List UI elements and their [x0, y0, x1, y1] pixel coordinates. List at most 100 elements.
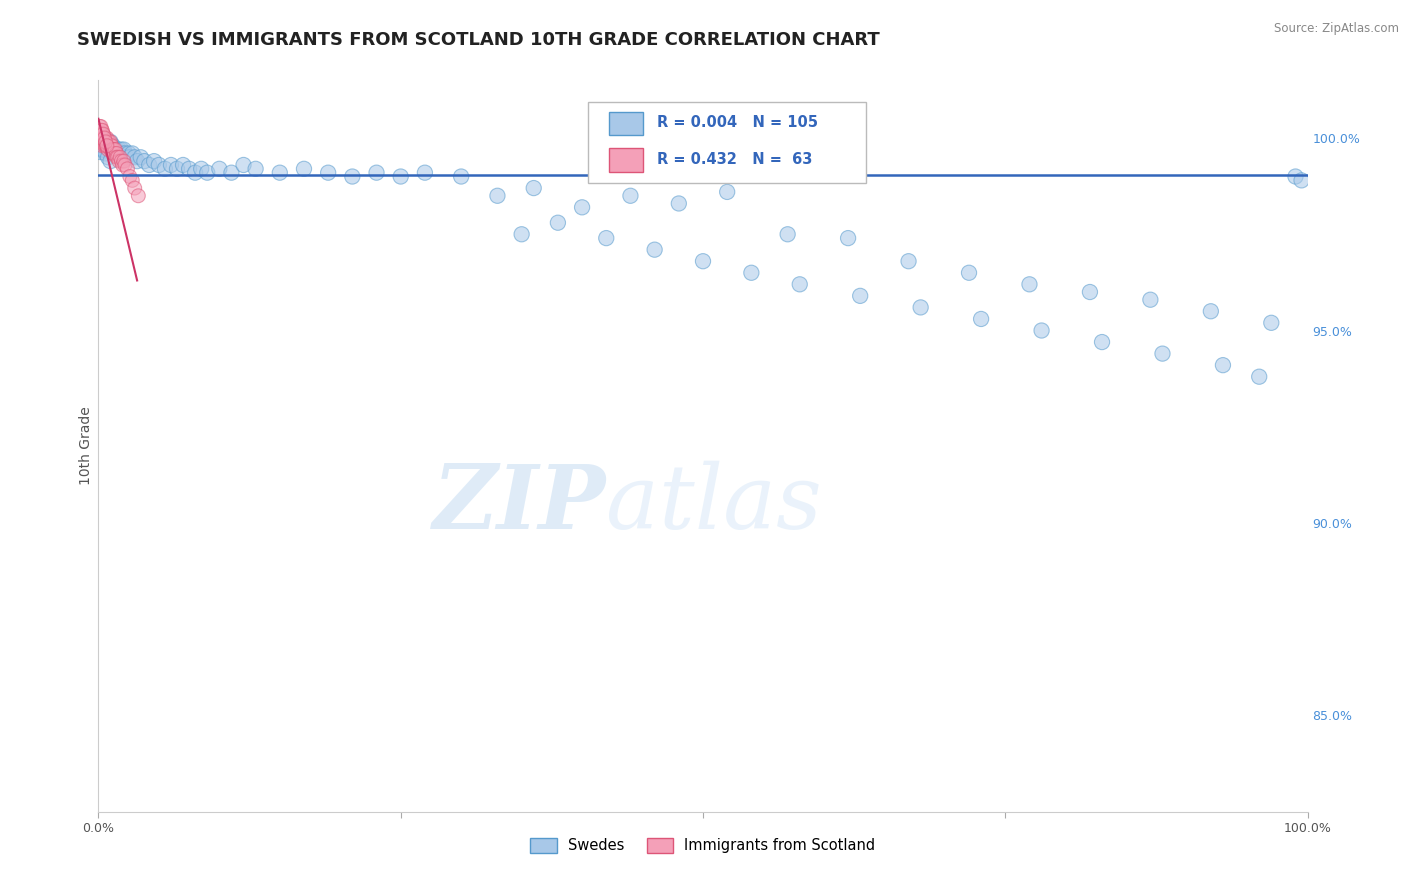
Point [172, 158, 194, 172]
Point [668, 196, 690, 211]
Point [118, 169, 141, 184]
Point [98, 143, 121, 157]
Point [90, 127, 112, 141]
Point [97, 150, 120, 164]
Point [789, 277, 811, 292]
Point [91, 131, 114, 145]
Point [108, 143, 131, 157]
Point [89, 120, 111, 134]
Point [153, 161, 176, 176]
Point [91, 143, 114, 157]
Point [190, 161, 212, 176]
Text: ZIP: ZIP [433, 461, 606, 548]
Point [108, 154, 131, 169]
Point [96, 135, 118, 149]
Point [107, 150, 129, 164]
Point [94, 135, 117, 149]
Point [90, 135, 112, 149]
Point [644, 243, 666, 257]
Point [93, 135, 115, 149]
Point [103, 143, 125, 157]
Text: SWEDISH VS IMMIGRANTS FROM SCOTLAND 10TH GRADE CORRELATION CHART: SWEDISH VS IMMIGRANTS FROM SCOTLAND 10TH… [77, 31, 880, 49]
Point [1260, 316, 1282, 330]
Point [595, 231, 617, 245]
Point [97, 143, 120, 157]
Point [1249, 369, 1271, 384]
Point [129, 150, 152, 164]
Point [98, 138, 121, 153]
Point [104, 143, 127, 157]
Point [89, 127, 111, 141]
Point [94, 135, 117, 149]
Point [91, 131, 114, 145]
Point [100, 138, 122, 153]
Point [97, 138, 120, 153]
Point [98, 135, 121, 149]
Point [114, 158, 136, 172]
Point [1152, 346, 1174, 360]
Point [114, 146, 136, 161]
Point [366, 166, 388, 180]
Point [105, 146, 128, 161]
Point [101, 146, 124, 161]
Point [90, 127, 112, 141]
Point [166, 161, 188, 176]
Point [111, 146, 134, 161]
Point [100, 143, 122, 157]
Point [90, 123, 112, 137]
Point [110, 143, 132, 157]
Point [316, 166, 339, 180]
Point [121, 173, 143, 187]
Point [179, 161, 201, 176]
Point [450, 169, 472, 184]
Point [91, 127, 114, 141]
Point [107, 146, 129, 161]
Point [91, 135, 114, 149]
Point [91, 135, 114, 149]
Point [486, 188, 509, 202]
Point [716, 185, 738, 199]
Point [89, 138, 111, 153]
Point [93, 138, 115, 153]
Point [93, 131, 115, 145]
Text: Source: ZipAtlas.com: Source: ZipAtlas.com [1274, 22, 1399, 36]
Point [100, 143, 122, 157]
Point [91, 135, 114, 149]
Point [100, 138, 122, 153]
Point [91, 135, 114, 149]
Point [849, 289, 872, 303]
Point [160, 158, 183, 172]
Point [138, 158, 160, 172]
Point [96, 138, 118, 153]
Point [90, 138, 112, 153]
Point [232, 158, 254, 172]
Point [100, 138, 122, 153]
Point [221, 166, 243, 180]
Point [101, 143, 124, 157]
Point [523, 181, 546, 195]
Point [90, 120, 112, 134]
Point [91, 127, 114, 141]
Point [96, 143, 118, 157]
Point [94, 135, 117, 149]
Point [93, 131, 115, 145]
Text: atlas: atlas [606, 461, 823, 548]
Point [148, 158, 170, 172]
FancyBboxPatch shape [609, 148, 643, 171]
Point [96, 138, 118, 153]
Point [89, 131, 111, 145]
Point [957, 266, 980, 280]
Point [342, 169, 364, 184]
Point [413, 166, 436, 180]
Point [1139, 293, 1161, 307]
Point [292, 161, 315, 176]
Point [90, 131, 112, 145]
Point [91, 138, 114, 153]
Point [93, 135, 115, 149]
Text: R = 0.432   N =  63: R = 0.432 N = 63 [657, 152, 813, 167]
Point [112, 154, 135, 169]
Point [776, 227, 799, 242]
Point [108, 146, 131, 161]
Point [104, 143, 127, 157]
Point [96, 131, 118, 145]
